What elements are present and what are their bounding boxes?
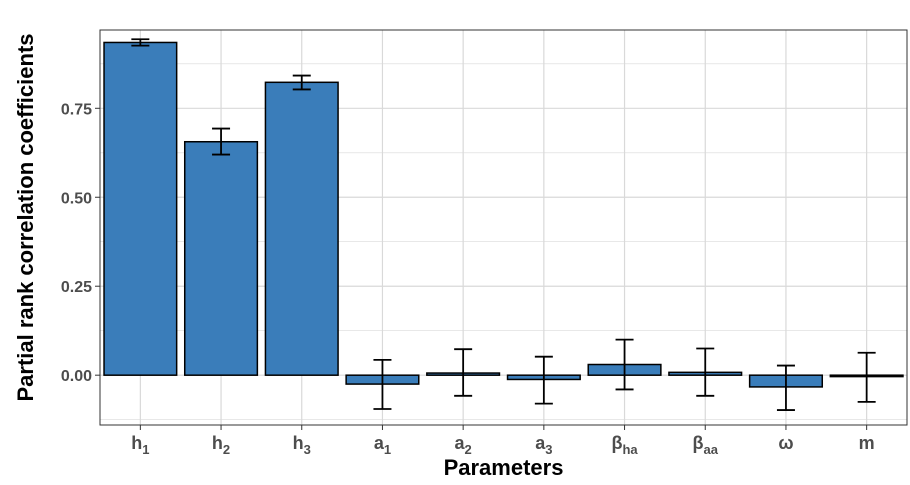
bars: [103, 41, 904, 388]
x-tick-label: βaa: [693, 433, 719, 457]
x-tick-label: h2: [212, 433, 230, 457]
y-axis-ticks: 0.00 0.25 0.50 0.75: [61, 101, 100, 385]
x-tick-label: m: [859, 433, 875, 453]
y-tick-label: 0.25: [61, 279, 92, 296]
x-axis-ticks: h1 h2 h3 a1 a2 a3 βha βaa ω m: [131, 425, 875, 457]
y-tick-label: 0.00: [61, 368, 92, 385]
y-tick-label: 0.50: [61, 190, 92, 207]
bar: [183, 140, 259, 376]
x-tick-label: a2: [455, 433, 472, 457]
x-tick-label: a1: [374, 433, 391, 457]
x-tick-label: βha: [611, 433, 638, 457]
bar: [264, 81, 339, 376]
y-tick-label: 0.75: [61, 101, 92, 118]
x-tick-label: a3: [535, 433, 552, 457]
plot-panel-border: [99, 29, 908, 426]
y-axis-title: Partial rank correlation coefficients: [13, 33, 38, 401]
x-axis-title: Parameters: [444, 455, 564, 480]
x-tick-label: h1: [131, 433, 149, 457]
error-bars: [131, 38, 876, 411]
x-tick-label: ω: [778, 433, 793, 453]
bar: [103, 41, 178, 376]
x-tick-label: h3: [293, 433, 311, 457]
